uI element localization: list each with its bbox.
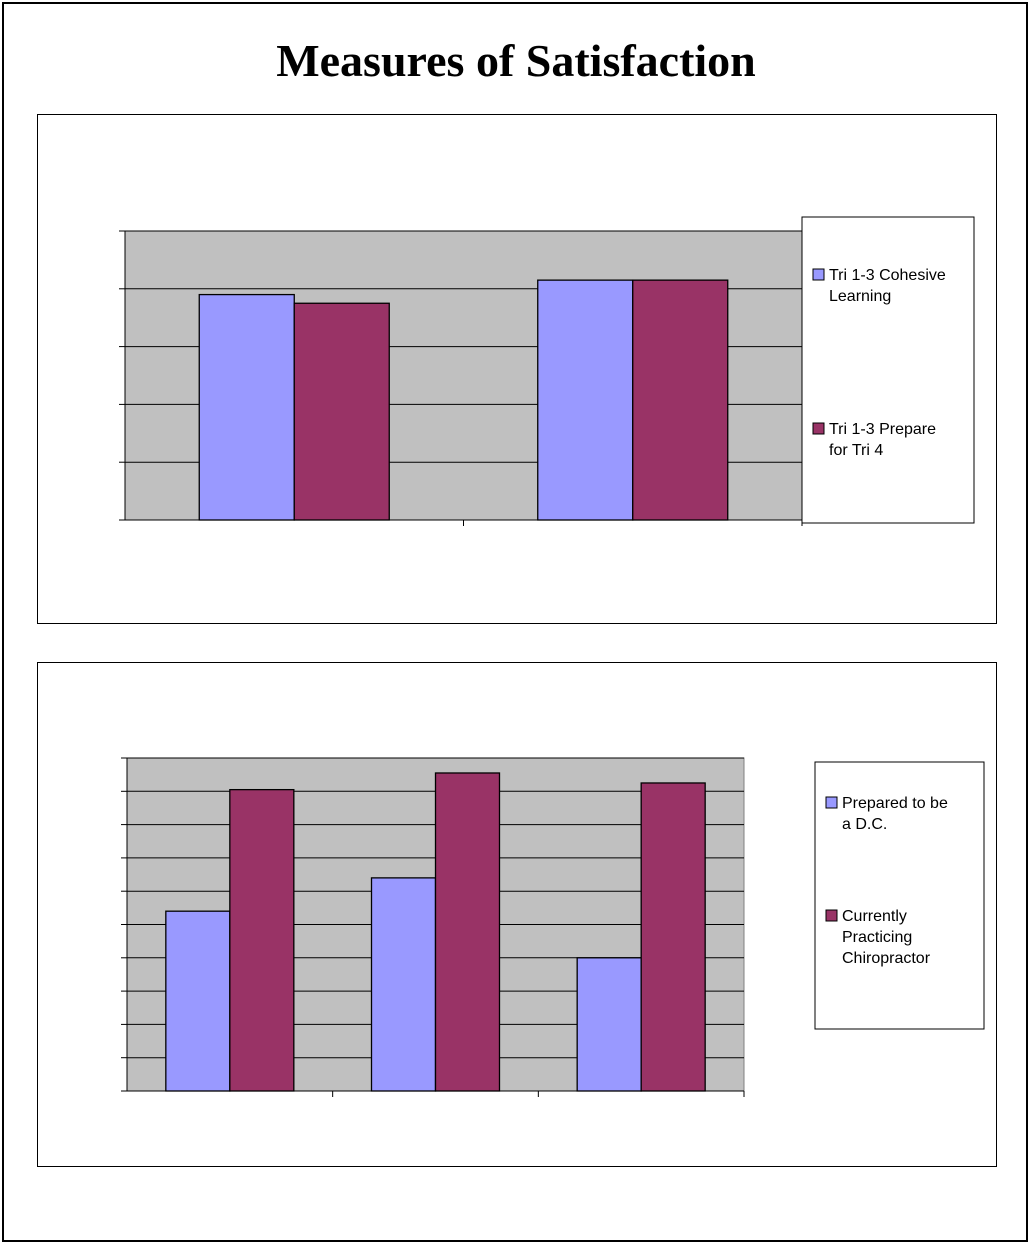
legend-label: Tri 1-3 Prepare for Tri 4	[829, 421, 936, 459]
legend-swatch	[825, 909, 838, 922]
bar-series-1	[537, 279, 634, 521]
legend-box	[814, 761, 985, 1030]
chart-rubber-meets-road: Prepared to be a D.C. Currently Practicing C…	[121, 757, 985, 1097]
bar-series-2	[434, 772, 501, 1092]
chart-sinkin-in: Tri 1-3 Cohesive Learning Tri 1-3 Prepare f…	[119, 216, 975, 526]
bar-series-2	[229, 788, 295, 1092]
bar-series-1	[165, 910, 231, 1092]
chart-panel-rubber-meets-road: Prepared to be a D.C. Currently Practicing C…	[37, 662, 997, 1167]
bar-series-2	[640, 782, 706, 1092]
legend-label: Tri 1-3 Cohesive Learning	[829, 267, 946, 305]
legend-box	[801, 216, 975, 524]
legend-label: Currently Practicing Chiropractor	[842, 908, 931, 967]
legend-swatch	[812, 268, 825, 281]
legend-swatch	[812, 422, 825, 435]
bar-series-1	[370, 877, 437, 1092]
bar-series-2	[293, 302, 390, 521]
bar-series-1	[576, 957, 642, 1092]
bar-series-2	[632, 279, 729, 521]
legend-label: Prepared to be a D.C.	[842, 795, 948, 833]
page-title: Measures of Satisfaction	[276, 35, 756, 86]
legend-swatch	[825, 796, 838, 809]
bar-series-1	[198, 293, 295, 521]
chart-panel-sinkin-in: Tri 1-3 Cohesive Learning Tri 1-3 Prepare f…	[37, 114, 997, 624]
